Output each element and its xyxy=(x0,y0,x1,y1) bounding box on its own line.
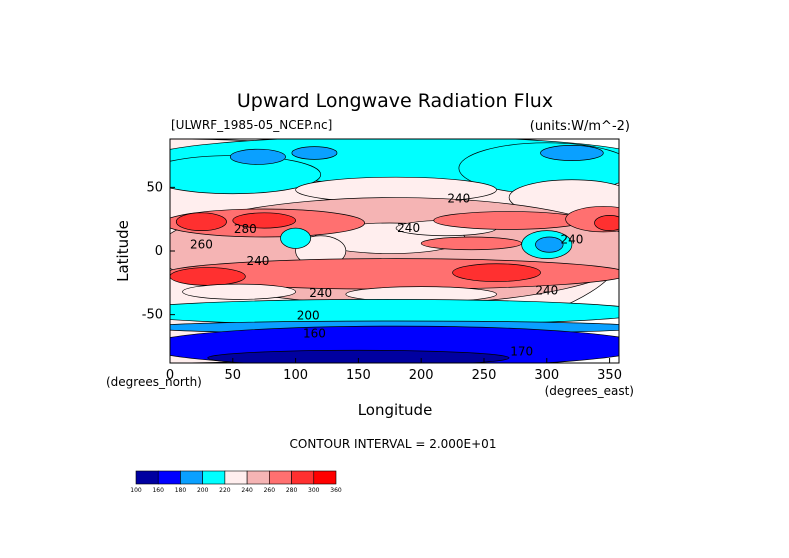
field-region-26 xyxy=(535,236,564,253)
field-region-31 xyxy=(207,349,510,363)
contour-labels: 240 240 240 240 240 240 200 160 280 260 170 xyxy=(190,192,583,359)
contour-label-7: 160 xyxy=(303,327,326,341)
contour-label-4: 240 xyxy=(535,283,558,297)
x-axis-ticks: 0 50 100 150 200 250 300 350 xyxy=(166,358,622,383)
field-region-6 xyxy=(540,145,604,161)
contour-label-0: 240 xyxy=(447,192,470,206)
field-region-4 xyxy=(229,148,286,165)
field-region-17 xyxy=(232,212,296,229)
field-region-2 xyxy=(170,155,322,195)
field-region-14 xyxy=(433,211,585,230)
colorbar-swatch-6 xyxy=(269,470,292,485)
field-region-22 xyxy=(452,263,541,282)
x-tick-label-6: 300 xyxy=(534,368,559,383)
colorbar-swatch-2 xyxy=(180,470,203,485)
colorbar-label-4: 220 xyxy=(219,487,231,494)
contour-label-1: 240 xyxy=(397,221,420,235)
field-region-21 xyxy=(170,267,246,286)
colorbar-swatch-4 xyxy=(224,470,248,485)
colorbar-label-0: 100 xyxy=(130,487,142,494)
contour-label-3: 240 xyxy=(309,286,332,300)
field-region-18 xyxy=(594,215,619,231)
y-tick-label-1: 0 xyxy=(155,244,163,259)
colorbar-label-9: 360 xyxy=(330,487,342,494)
x-tick-label-5: 250 xyxy=(472,368,497,383)
y-axis-ticks: 50 0 -50 xyxy=(142,180,175,323)
y-axis-label: Latitude xyxy=(114,220,132,282)
contour-label-6: 200 xyxy=(297,309,320,323)
x-axis-label: Longitude xyxy=(358,401,433,419)
file-label: [ULWRF_1985-05_NCEP.nc] xyxy=(171,118,332,132)
y-unit-label: (degrees_north) xyxy=(106,375,202,389)
colorbar-label-7: 280 xyxy=(286,487,298,494)
contour-label-5: 240 xyxy=(560,232,583,246)
field-region-5 xyxy=(291,146,338,160)
colorbar-label-1: 160 xyxy=(152,487,164,494)
y-tick-label-2: -50 xyxy=(142,308,163,323)
colorbar-label-3: 200 xyxy=(197,487,209,494)
contour-label-9: 260 xyxy=(190,237,213,251)
field-region-16 xyxy=(175,212,227,231)
field-region-23 xyxy=(182,283,296,300)
x-unit-label: (degrees_east) xyxy=(545,384,634,398)
colorbar-swatch-3 xyxy=(202,470,226,485)
x-tick-label-3: 150 xyxy=(346,368,371,383)
x-tick-label-4: 200 xyxy=(409,368,434,383)
contour-label-10: 170 xyxy=(510,344,533,358)
contour-label-8: 280 xyxy=(234,222,257,236)
contour-label-2: 240 xyxy=(246,254,269,268)
contour-interval-text: CONTOUR INTERVAL = 2.000E+01 xyxy=(290,437,497,451)
colorbar: 100 160 180 200 220 240 260 280 300 360 xyxy=(130,470,342,494)
x-tick-label-0: 0 xyxy=(166,368,174,383)
y-tick-label-0: 50 xyxy=(146,180,163,195)
x-tick-label-2: 100 xyxy=(283,368,308,383)
x-tick-label-1: 50 xyxy=(225,368,242,383)
field-region-19 xyxy=(420,236,523,251)
colorbar-label-8: 300 xyxy=(308,487,320,494)
units-label: (units:W/m^-2) xyxy=(530,119,630,134)
chart-title: Upward Longwave Radiation Flux xyxy=(237,90,553,112)
colorbar-label-6: 260 xyxy=(264,487,276,494)
colorbar-label-2: 180 xyxy=(175,487,187,494)
field-region-27 xyxy=(280,227,312,249)
colorbar-swatch-1 xyxy=(157,470,181,485)
colorbar-swatch-5 xyxy=(246,470,270,485)
colorbar-swatch-0 xyxy=(135,470,159,485)
colorbar-swatch-7 xyxy=(291,470,315,485)
x-tick-label-7: 350 xyxy=(597,368,622,383)
flux-field xyxy=(170,139,619,363)
colorbar-swatch-8 xyxy=(313,470,337,485)
colorbar-label-5: 240 xyxy=(241,487,253,494)
